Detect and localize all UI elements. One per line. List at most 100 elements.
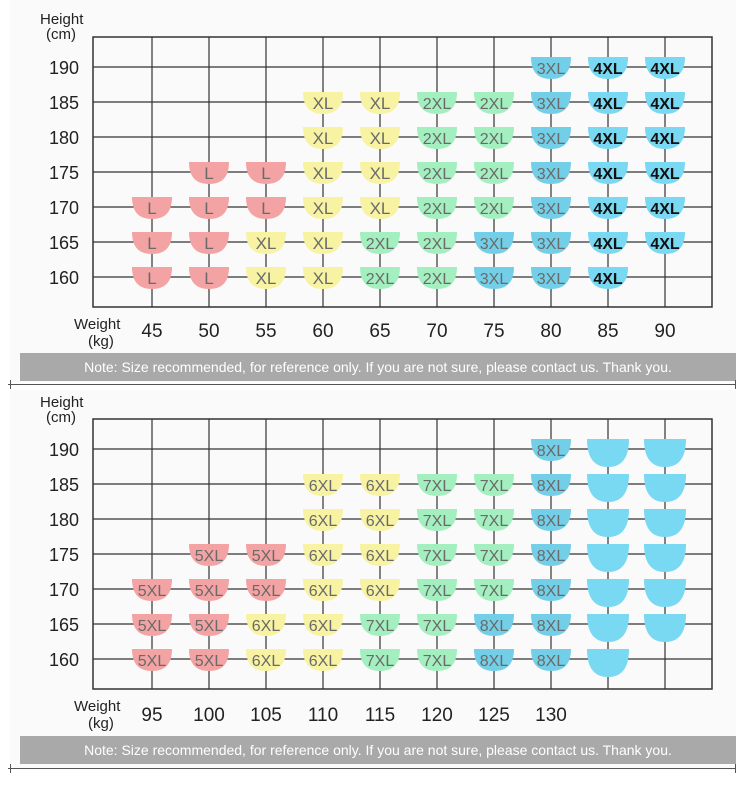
size-badge [303, 474, 343, 496]
size-label: 5XL [138, 583, 167, 600]
size-badge [189, 579, 229, 601]
size-badge [587, 579, 629, 607]
size-label: 4XL [650, 96, 680, 113]
size-label: 4XL [593, 236, 623, 253]
weight-tick-label: 85 [597, 321, 618, 342]
height-tick-label: 175 [49, 545, 79, 565]
size-label: 7XL [423, 653, 452, 670]
size-badge [531, 57, 571, 79]
size-label: 3XL [480, 271, 509, 288]
size-badge [531, 649, 571, 671]
size-badge [645, 162, 685, 184]
size-label: 2XL [423, 201, 452, 218]
size-badge [246, 197, 286, 219]
size-label: 6XL [366, 583, 395, 600]
size-badge [360, 197, 400, 219]
weight-axis-unit: (kg) [88, 715, 114, 732]
height-tick-label: 160 [49, 268, 79, 288]
size-badge [531, 474, 571, 496]
weight-tick-label: 55 [255, 321, 276, 342]
size-badge [531, 232, 571, 254]
size-label: 4XL [650, 236, 680, 253]
size-badge [587, 474, 629, 502]
size-badge [303, 614, 343, 636]
size-badge [360, 127, 400, 149]
size-badge [360, 162, 400, 184]
size-badge [189, 232, 229, 254]
size-label: XL [313, 269, 334, 288]
size-badge [360, 649, 400, 671]
size-label: 2XL [366, 236, 395, 253]
size-label: 7XL [423, 548, 452, 565]
weight-tick-label: 65 [369, 321, 390, 342]
size-badge [303, 127, 343, 149]
weight-tick-label: 115 [365, 705, 395, 726]
size-badge [189, 162, 229, 184]
size-label: 7XL [366, 653, 395, 670]
weight-tick-label: 125 [478, 705, 510, 726]
size-label: 4XL [593, 96, 623, 113]
size-badge [474, 127, 514, 149]
note-bar: Note: Size recommended, for reference on… [20, 353, 736, 381]
size-label: 6XL [366, 513, 395, 530]
size-badge [132, 614, 172, 636]
size-label: 6XL [309, 583, 338, 600]
size-badge [645, 127, 685, 149]
size-badge [189, 614, 229, 636]
size-badge [531, 579, 571, 601]
size-label: 6XL [309, 513, 338, 530]
size-badge [303, 544, 343, 566]
size-label: XL [370, 129, 391, 148]
size-badge [644, 439, 686, 467]
weight-tick-label: 50 [198, 321, 219, 342]
size-label: 5XL [195, 548, 224, 565]
size-badge [531, 544, 571, 566]
size-badge [588, 197, 628, 219]
size-label: 6XL [252, 618, 281, 635]
size-label: 8XL [537, 548, 566, 565]
size-badge [417, 579, 457, 601]
size-badge [189, 267, 229, 289]
size-label: 2XL [366, 271, 395, 288]
size-badge [644, 579, 686, 607]
size-badge [645, 57, 685, 79]
size-label: 7XL [423, 583, 452, 600]
size-badge [417, 649, 457, 671]
weight-tick-label: 105 [250, 705, 282, 726]
size-badge [417, 232, 457, 254]
size-label: 2XL [480, 131, 509, 148]
size-chart-panel-1: Height (cm) Weight (kg) 190 185 180 175 170 1… [0, 0, 751, 390]
size-badge [189, 197, 229, 219]
size-label: 4XL [650, 201, 680, 218]
size-badge [303, 579, 343, 601]
weight-tick-label: 95 [141, 705, 162, 726]
size-label: 8XL [537, 653, 566, 670]
height-axis-unit: (cm) [46, 26, 76, 43]
separator-tick [10, 764, 11, 773]
size-label: 2XL [423, 166, 452, 183]
size-badge [645, 232, 685, 254]
size-label: 6XL [309, 653, 338, 670]
size-label: 4XL [593, 201, 623, 218]
height-tick-label: 165 [49, 233, 79, 253]
weight-tick-label: 120 [421, 705, 453, 726]
size-badge [360, 544, 400, 566]
size-badge [474, 579, 514, 601]
height-tick-label: 160 [49, 650, 79, 670]
size-badge [588, 162, 628, 184]
size-badge [132, 649, 172, 671]
size-badge [246, 267, 286, 289]
size-badge [531, 162, 571, 184]
size-label: 5XL [195, 618, 224, 635]
size-badge [587, 509, 629, 537]
height-tick-label: 180 [49, 128, 79, 148]
size-badge [588, 57, 628, 79]
size-badge [360, 579, 400, 601]
size-badge [246, 614, 286, 636]
size-label: 6XL [309, 548, 338, 565]
size-badge [531, 92, 571, 114]
weight-tick-label: 45 [141, 321, 162, 342]
size-label: 8XL [480, 618, 509, 635]
size-label: XL [313, 234, 334, 253]
size-badge [360, 474, 400, 496]
